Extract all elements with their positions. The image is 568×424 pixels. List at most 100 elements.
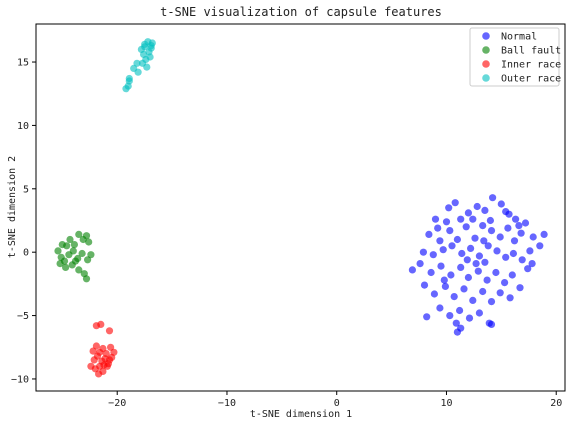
y-tick-label: 5 — [23, 184, 29, 195]
y-axis-label: t-SNE dimension 2 — [7, 156, 18, 258]
legend-label-normal: Normal — [501, 32, 537, 43]
point-normal-45 — [447, 271, 455, 279]
point-ball-fault-11 — [69, 247, 77, 255]
legend-box — [469, 27, 560, 87]
point-normal-23 — [479, 222, 487, 230]
x-tick-label: −10 — [218, 398, 236, 409]
point-normal-42 — [416, 260, 424, 268]
x-axis: −20 −10 0 10 20 — [108, 391, 562, 409]
point-inner-race-1 — [97, 320, 105, 328]
point-normal-86 — [481, 258, 489, 266]
legend-label-outer-race: Outer race — [501, 74, 561, 85]
point-outer-race-13 — [134, 68, 142, 76]
point-ball-fault-2 — [63, 242, 71, 250]
point-normal-5 — [481, 206, 489, 214]
point-inner-race-11 — [93, 352, 102, 360]
point-normal-3 — [464, 209, 472, 217]
point-ball-fault-20 — [82, 275, 91, 283]
point-normal-14 — [540, 230, 548, 238]
point-normal-83 — [502, 208, 510, 216]
point-ball-fault-22 — [71, 257, 80, 265]
y-tick-label: 15 — [17, 58, 29, 69]
point-normal-38 — [509, 249, 517, 258]
point-outer-race-18 — [147, 44, 155, 52]
point-inner-race-23 — [105, 356, 114, 364]
point-normal-64 — [436, 304, 444, 312]
point-normal-7 — [497, 200, 505, 208]
point-inner-race-22 — [100, 361, 108, 369]
point-normal-37 — [502, 253, 510, 261]
point-ball-fault-18 — [75, 266, 83, 274]
point-normal-27 — [510, 237, 519, 245]
point-normal-12 — [529, 233, 537, 241]
point-ball-fault-23 — [85, 238, 93, 246]
point-ball-fault-16 — [62, 263, 70, 271]
point-ball-fault-3 — [66, 235, 74, 244]
point-normal-70 — [452, 319, 460, 327]
y-axis: −10 −5 0 5 10 15 — [11, 58, 36, 385]
point-normal-62 — [506, 294, 514, 302]
point-normal-49 — [483, 276, 491, 284]
point-normal-26 — [504, 224, 512, 232]
point-normal-25 — [496, 233, 504, 241]
point-normal-0 — [445, 204, 453, 212]
point-outer-race-16 — [122, 85, 130, 93]
point-ball-fault-7 — [82, 232, 91, 240]
point-ball-fault-5 — [75, 230, 83, 238]
point-normal-55 — [441, 282, 449, 290]
legend-marker-ball-fault — [482, 46, 490, 54]
point-normal-84 — [524, 265, 532, 273]
point-normal-39 — [518, 256, 526, 264]
point-normal-76 — [463, 256, 471, 264]
point-normal-81 — [434, 224, 442, 232]
point-normal-19 — [446, 227, 454, 235]
point-normal-50 — [492, 268, 500, 277]
point-normal-6 — [489, 194, 497, 202]
point-outer-race-11 — [133, 59, 141, 67]
point-normal-2 — [457, 215, 465, 223]
point-normal-47 — [464, 273, 472, 282]
point-normal-52 — [508, 271, 516, 279]
point-normal-82 — [515, 222, 523, 230]
point-normal-80 — [442, 218, 451, 226]
point-normal-36 — [493, 247, 501, 255]
point-normal-1 — [451, 199, 459, 207]
point-normal-41 — [408, 266, 416, 274]
point-inner-race-21 — [95, 370, 103, 378]
point-normal-72 — [453, 328, 461, 336]
x-tick-label: 0 — [334, 398, 340, 409]
point-normal-28 — [419, 248, 427, 256]
point-normal-43 — [427, 268, 435, 277]
point-normal-58 — [469, 296, 477, 304]
point-inner-race-6 — [99, 344, 107, 353]
legend-marker-inner-race — [482, 60, 490, 68]
legend-marker-outer-race — [482, 74, 490, 82]
point-normal-53 — [420, 281, 429, 289]
point-normal-59 — [479, 287, 487, 296]
point-normal-56 — [450, 293, 458, 301]
y-tick-label: −5 — [17, 311, 29, 322]
point-normal-21 — [462, 223, 470, 231]
point-normal-11 — [517, 229, 525, 237]
point-normal-68 — [475, 309, 483, 317]
point-normal-85 — [440, 276, 448, 284]
point-normal-20 — [453, 235, 461, 244]
point-normal-13 — [536, 242, 544, 250]
point-normal-10 — [521, 219, 530, 227]
y-tick-label: −10 — [11, 374, 29, 385]
point-normal-57 — [460, 285, 468, 293]
point-normal-24 — [487, 227, 496, 235]
point-normal-9 — [511, 215, 520, 223]
legend: Normal Ball fault Inner race Outer race — [469, 27, 561, 87]
point-normal-35 — [484, 242, 492, 250]
point-normal-22 — [471, 234, 479, 242]
point-normal-74 — [487, 320, 496, 328]
y-tick-label: 0 — [23, 248, 29, 259]
point-ball-fault-15 — [87, 251, 95, 259]
x-tick-label: 10 — [440, 398, 452, 409]
point-inner-race-3 — [89, 347, 97, 355]
point-outer-race-8 — [146, 53, 154, 61]
point-ball-fault-21 — [56, 260, 64, 268]
point-normal-48 — [474, 267, 482, 275]
